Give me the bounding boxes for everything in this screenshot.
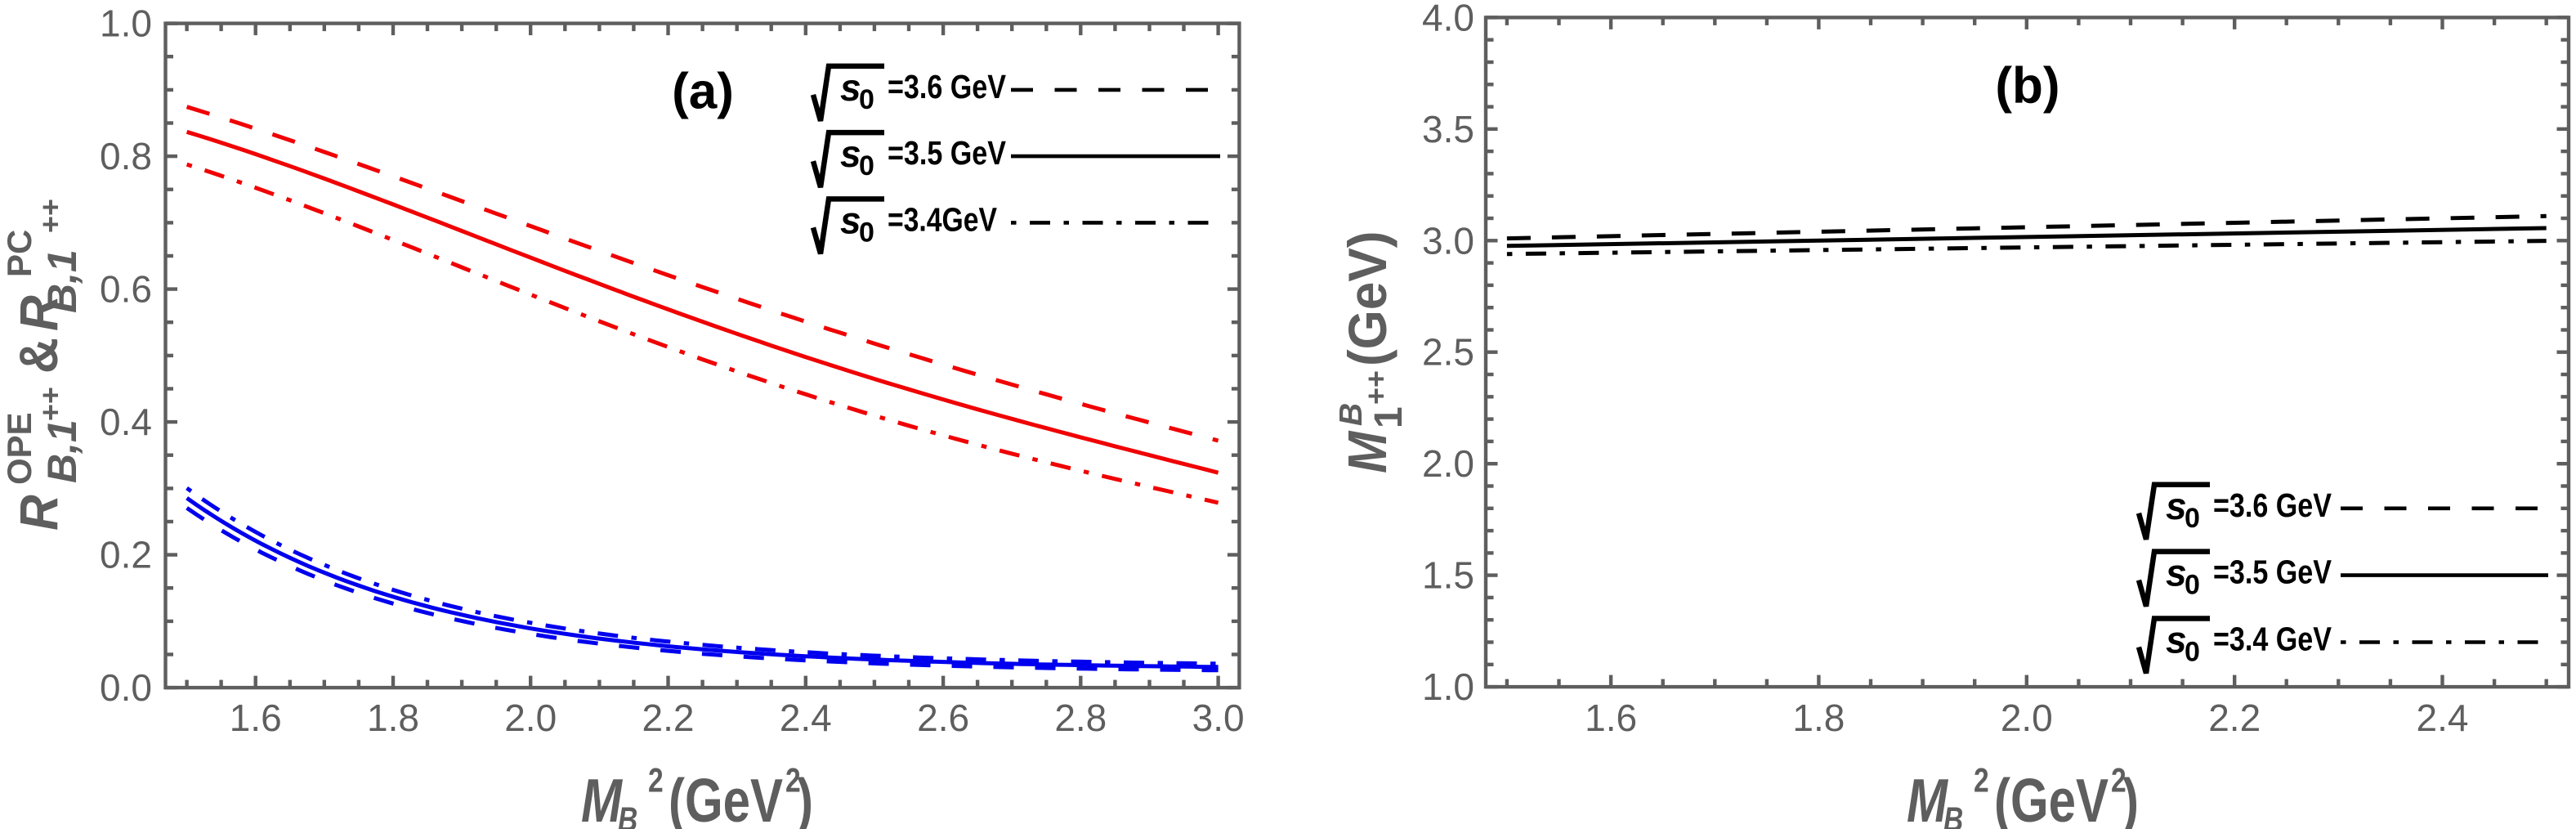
svg-text:2: 2 [785, 762, 801, 800]
svg-text:0: 0 [859, 217, 874, 248]
svg-text:(GeV: (GeV [669, 768, 783, 829]
svg-text:2.6: 2.6 [917, 697, 969, 739]
svg-text:++: ++ [1359, 370, 1393, 405]
svg-text:2.2: 2.2 [2208, 697, 2261, 739]
svg-text:++: ++ [34, 387, 67, 421]
svg-text:(GeV): (GeV) [1337, 231, 1398, 366]
svg-text:M: M [1907, 768, 1948, 829]
svg-text:2.0: 2.0 [504, 697, 557, 739]
svg-text:0: 0 [2185, 570, 2200, 601]
svg-text:s: s [2166, 552, 2187, 594]
svg-text:OPE: OPE [0, 412, 38, 485]
svg-text:4.0: 4.0 [1422, 0, 1474, 38]
svg-text:&: & [10, 338, 69, 374]
svg-text:B: B [1334, 403, 1369, 426]
svg-text:(b): (b) [1995, 58, 2059, 114]
svg-text:R: R [10, 295, 69, 331]
svg-text:): ) [797, 768, 813, 829]
svg-text:2.4: 2.4 [780, 697, 832, 739]
svg-text:B: B [1943, 801, 1963, 829]
svg-text:B,1: B,1 [39, 419, 85, 483]
svg-text:s: s [2166, 485, 2187, 527]
svg-text:2.0: 2.0 [2001, 697, 2053, 739]
svg-text:1.0: 1.0 [1422, 665, 1474, 708]
svg-text:s: s [840, 66, 861, 109]
svg-text:2: 2 [2111, 762, 2127, 800]
svg-text:0: 0 [2185, 503, 2200, 534]
svg-text:0.8: 0.8 [100, 135, 152, 177]
svg-text:=3.4GeV: =3.4GeV [888, 200, 998, 238]
svg-text:2: 2 [1974, 762, 1989, 800]
svg-text:1.6: 1.6 [1585, 697, 1637, 739]
svg-text:M: M [581, 768, 623, 829]
svg-text:s: s [2166, 619, 2187, 661]
svg-text:3.5: 3.5 [1422, 108, 1474, 150]
svg-text:0.6: 0.6 [100, 268, 152, 311]
svg-text:=3.5 GeV: =3.5 GeV [888, 134, 1007, 172]
svg-text:(a): (a) [672, 64, 734, 120]
svg-text:2.8: 2.8 [1054, 697, 1107, 739]
svg-text:2.5: 2.5 [1422, 331, 1474, 374]
svg-text:=3.5 GeV: =3.5 GeV [2213, 553, 2332, 591]
svg-text:2.2: 2.2 [642, 697, 695, 739]
svg-text:=3.6 GeV: =3.6 GeV [2213, 486, 2332, 524]
svg-text:2.0: 2.0 [1422, 442, 1474, 485]
svg-text:=3.4 GeV: =3.4 GeV [2213, 621, 2332, 658]
svg-text:): ) [2122, 768, 2139, 829]
svg-text:(GeV: (GeV [1994, 768, 2109, 829]
svg-text:R: R [10, 495, 69, 531]
svg-text:PC: PC [0, 230, 38, 277]
svg-text:s: s [840, 132, 861, 175]
svg-text:0.2: 0.2 [100, 534, 152, 576]
svg-text:++: ++ [34, 199, 67, 233]
svg-text:2: 2 [648, 762, 664, 800]
svg-text:0: 0 [859, 150, 874, 181]
svg-text:1.8: 1.8 [367, 697, 419, 739]
svg-text:=3.6 GeV: =3.6 GeV [888, 68, 1007, 105]
svg-text:1.6: 1.6 [230, 697, 282, 739]
svg-text:1: 1 [1367, 406, 1411, 428]
svg-text:1.5: 1.5 [1422, 554, 1474, 597]
svg-text:M: M [1337, 430, 1398, 473]
svg-text:B: B [618, 801, 637, 829]
svg-text:3.0: 3.0 [1192, 697, 1245, 739]
svg-text:3.0: 3.0 [1422, 219, 1474, 262]
svg-text:0: 0 [859, 84, 874, 115]
svg-text:1.8: 1.8 [1792, 697, 1845, 739]
svg-text:B,1: B,1 [39, 249, 85, 313]
svg-text:1.0: 1.0 [100, 2, 152, 45]
svg-text:0.0: 0.0 [100, 666, 152, 709]
svg-text:s: s [840, 199, 861, 241]
svg-text:0: 0 [2185, 637, 2200, 668]
svg-text:0.4: 0.4 [100, 401, 152, 443]
svg-text:2.4: 2.4 [2417, 697, 2469, 739]
